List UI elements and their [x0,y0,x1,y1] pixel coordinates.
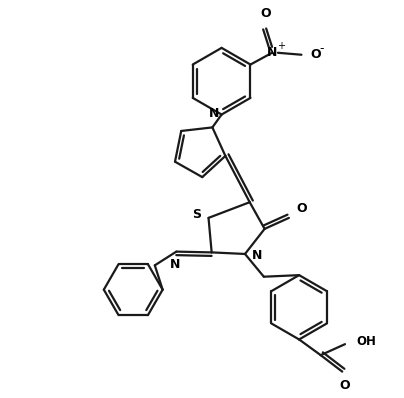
Text: O: O [310,48,321,61]
Text: N: N [267,46,277,59]
Text: -: - [320,42,324,55]
Text: O: O [261,7,271,20]
Text: +: + [277,41,285,51]
Text: N: N [252,249,263,262]
Text: O: O [339,378,349,392]
Text: OH: OH [356,335,376,347]
Text: N: N [209,107,219,120]
Text: S: S [191,208,201,221]
Text: N: N [170,258,180,271]
Text: O: O [296,202,307,215]
